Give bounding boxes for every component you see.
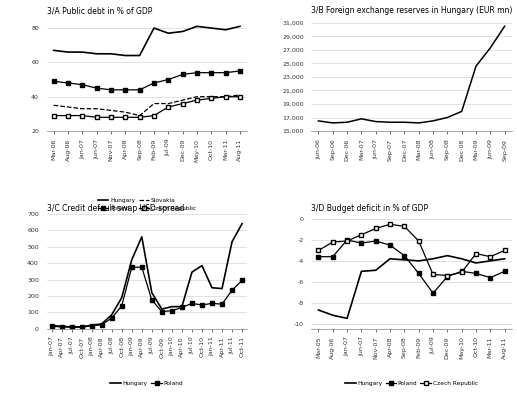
Legend: Hungary, Poland, Slovakia, Czech Republic: Hungary, Poland, Slovakia, Czech Republi…	[98, 198, 196, 211]
Text: 3/B Foreign exchange reserves in Hungary (EUR mn): 3/B Foreign exchange reserves in Hungary…	[311, 6, 513, 15]
Text: 3/A Public debt in % of GDP: 3/A Public debt in % of GDP	[47, 6, 152, 15]
Text: 3/D Budget deficit in % of GDP: 3/D Budget deficit in % of GDP	[311, 204, 429, 213]
Legend: Hungary, Poland, Czech Republic: Hungary, Poland, Czech Republic	[345, 381, 478, 386]
Legend: Hungary, Poland: Hungary, Poland	[111, 381, 183, 386]
Text: 3/C Credit default swap USD spread: 3/C Credit default swap USD spread	[47, 204, 184, 213]
